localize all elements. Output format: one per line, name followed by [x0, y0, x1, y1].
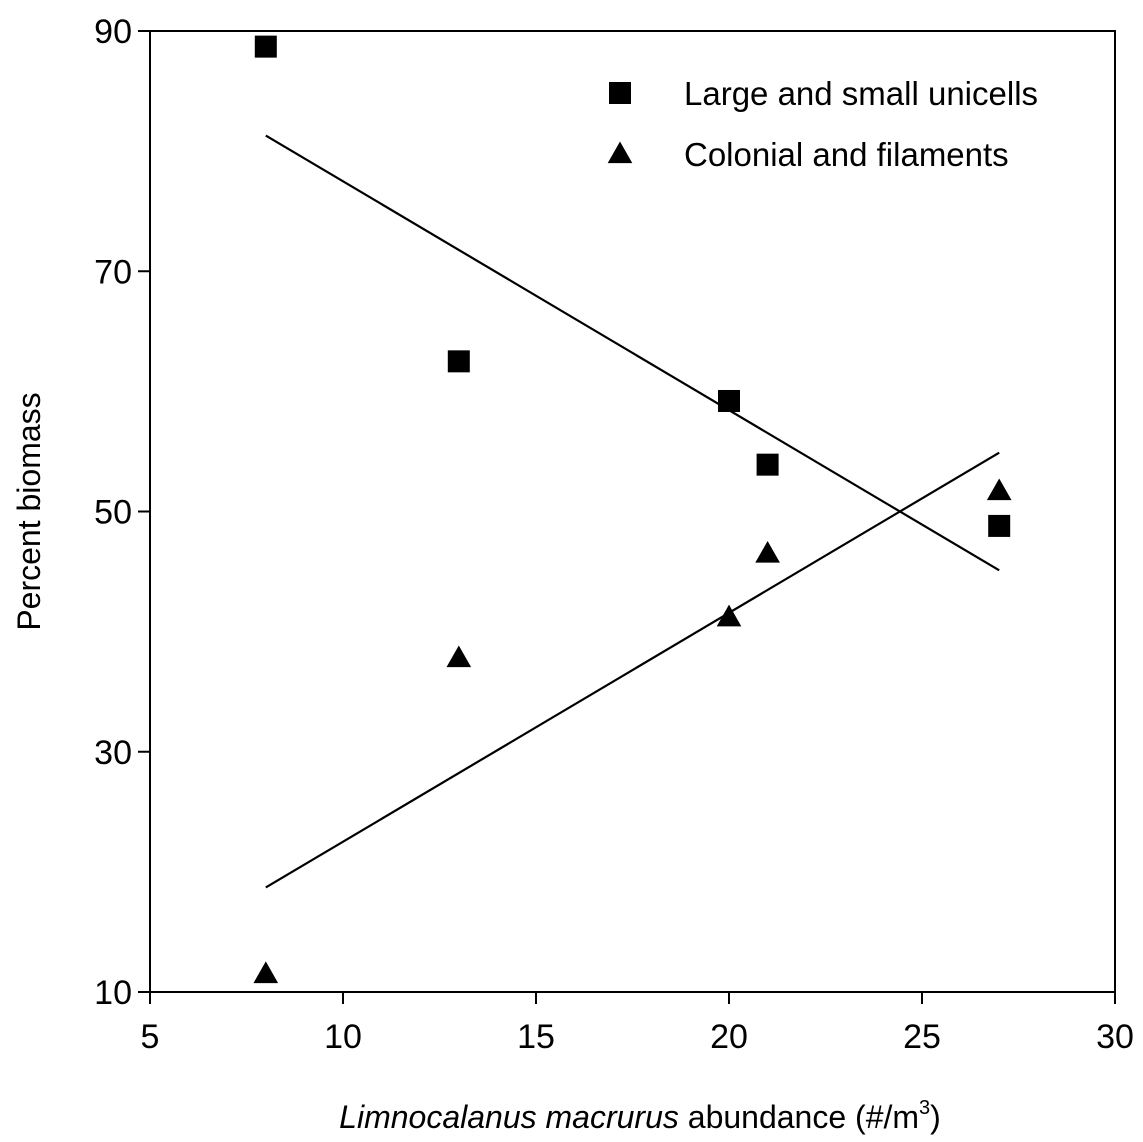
square-marker — [756, 453, 779, 476]
square-marker — [718, 389, 740, 412]
x-tick-label: 10 — [324, 1018, 362, 1056]
triangle-marker — [253, 961, 279, 984]
trend-lines — [265, 134, 1000, 889]
x-axis: 5 10 15 20 25 30 — [141, 992, 1134, 1056]
legend-label: Large and small unicells — [684, 75, 1038, 112]
data-markers — [253, 35, 1012, 984]
y-axis-title: Percent biomass — [11, 392, 47, 630]
x-tick-label: 25 — [903, 1018, 941, 1056]
square-marker — [447, 350, 470, 373]
x-tick-label: 15 — [517, 1018, 555, 1056]
x-tick-label: 20 — [710, 1018, 748, 1056]
legend-square-icon — [609, 82, 631, 104]
triangle-marker — [716, 604, 742, 627]
y-tick-label: 90 — [94, 13, 132, 51]
x-tick-label: 5 — [141, 1018, 160, 1056]
legend-label: Colonial and filaments — [684, 136, 1009, 173]
trend-line-series-1 — [265, 134, 1000, 572]
x-axis-title: Limnocalanus macrurus abundance (#/m3) — [339, 1097, 941, 1135]
plot-frame — [149, 30, 1116, 993]
triangle-marker — [755, 540, 780, 563]
triangle-marker — [446, 645, 472, 668]
x-axis-title-close: ) — [930, 1099, 941, 1135]
x-axis-title-text: abundance (#/m — [679, 1099, 919, 1135]
legend: Large and small unicells Colonial and fil… — [607, 75, 1038, 173]
y-axis: 10 30 50 70 90 — [94, 13, 150, 1012]
square-marker — [988, 514, 1011, 537]
square-marker — [254, 35, 277, 58]
x-axis-title-superscript: 3 — [919, 1097, 930, 1119]
x-axis-title-species: Limnocalanus macrurus — [339, 1099, 679, 1135]
y-tick-label: 70 — [94, 253, 132, 291]
y-tick-label: 10 — [94, 974, 132, 1012]
legend-triangle-icon — [607, 141, 633, 164]
x-tick-label: 30 — [1096, 1018, 1134, 1056]
triangle-marker — [986, 478, 1012, 501]
y-tick-label: 50 — [94, 494, 132, 532]
y-tick-label: 30 — [94, 734, 132, 772]
trend-line-series-2 — [265, 451, 1000, 889]
